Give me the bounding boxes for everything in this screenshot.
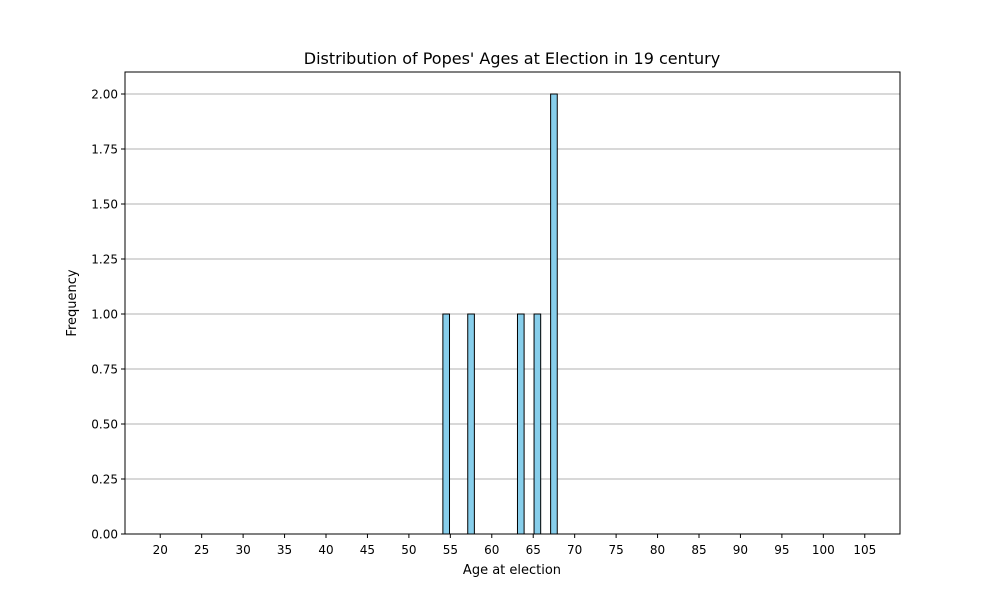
- x-tick-label: 35: [277, 543, 292, 557]
- x-tick-label: 65: [526, 543, 541, 557]
- histogram-bar: [442, 313, 451, 535]
- x-tick-label: 100: [812, 543, 835, 557]
- histogram-bar: [550, 93, 558, 535]
- histogram-bar: [467, 313, 475, 535]
- x-tick-label: 80: [650, 543, 665, 557]
- y-tick-label: 0.25: [91, 473, 118, 487]
- x-tick-label: 75: [608, 543, 623, 557]
- ticks-group: 0.00 0.25 0.50 0.75 1.00 1.25 1.50 1.75 2.00 20 25…: [91, 88, 876, 558]
- x-tick-label: 55: [443, 543, 458, 557]
- x-tick-label: 45: [360, 543, 375, 557]
- y-tick-label: 1.00: [91, 308, 118, 322]
- histogram-bar: [516, 313, 525, 535]
- y-tick-label: 1.25: [91, 253, 118, 267]
- x-tick-label: 95: [774, 543, 789, 557]
- x-tick-label: 30: [235, 543, 250, 557]
- y-tick-label: 1.50: [91, 198, 118, 212]
- y-tick-label: 2.00: [91, 88, 118, 102]
- x-tick-label: 60: [484, 543, 499, 557]
- chart-title: Distribution of Popes' Ages at Election …: [304, 49, 720, 68]
- y-tick-label: 0.00: [91, 528, 118, 542]
- histogram-bar: [533, 313, 542, 535]
- x-tick-label: 105: [853, 543, 876, 557]
- x-tick-label: 85: [691, 543, 706, 557]
- y-tick-label: 0.75: [91, 363, 118, 377]
- grid-lines: [125, 93, 900, 535]
- x-axis-label: Age at election: [463, 563, 561, 578]
- x-tick-label: 25: [194, 543, 209, 557]
- y-axis-label: Frequency: [65, 269, 80, 336]
- x-tick-label: 50: [401, 543, 416, 557]
- y-tick-label: 1.75: [91, 143, 118, 157]
- x-tick-label: 40: [318, 543, 333, 557]
- axes-frame: [124, 71, 901, 535]
- x-tick-label: 70: [567, 543, 582, 557]
- y-tick-label: 0.50: [91, 418, 118, 432]
- x-tick-label: 20: [153, 543, 168, 557]
- x-tick-label: 90: [733, 543, 748, 557]
